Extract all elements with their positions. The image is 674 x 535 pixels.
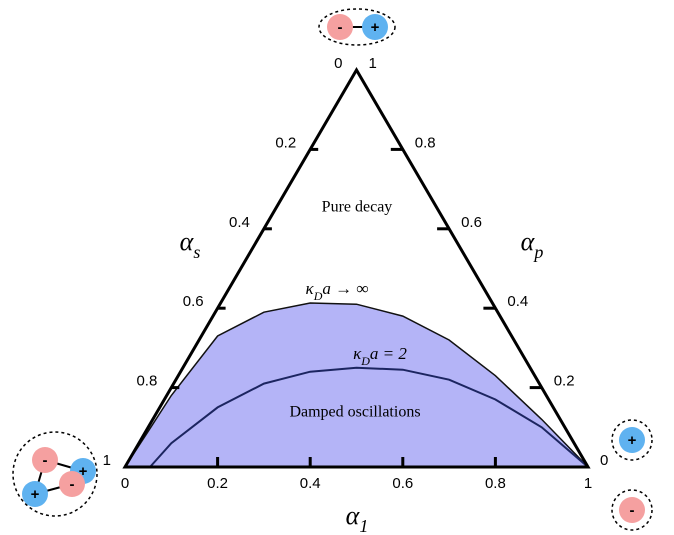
tick-label: 0.8 [136,373,157,390]
triangle [122,67,591,469]
charge-sign: - [630,502,635,519]
tick-label: 0 [334,55,342,72]
charge-sign: + [628,432,637,449]
region-area [124,302,589,468]
curve-label: κDa = 2 [353,344,407,368]
right-axis-label: αp [521,227,544,262]
left-axis-label-part: s [193,242,200,262]
x-axis-label-part: α [346,501,361,530]
left-axis-label-part: α [180,227,195,256]
curve-label-part: κ [306,279,315,298]
tick-label: 0.6 [183,293,204,310]
tick-label: 0.2 [275,134,296,151]
tick-label: 0.4 [300,475,321,492]
icon-border [12,431,98,517]
charge-sign: + [31,486,40,503]
tick-label: 0 [600,452,608,469]
charge-sign: + [371,19,380,36]
tick-label: 0.4 [507,293,528,310]
charge [619,497,645,523]
tick-label: 0.8 [415,134,436,151]
charge-sign: - [70,476,75,493]
tick-label: 0.6 [461,214,482,231]
tick-label: 0.4 [229,214,250,231]
tick-label: 0.2 [554,373,575,390]
region-label: Pure decay [322,199,393,216]
right-axis-label-part: p [532,242,543,262]
icon-border [318,8,396,46]
tick-label: 1 [103,452,111,469]
left-axis-label: αs [180,227,201,262]
charge [59,471,85,497]
curve [149,366,589,468]
x-axis-label: α1 [346,501,369,535]
tick-label: 0.8 [485,475,506,492]
curve-label-part: D [313,289,323,303]
tick-label: 0.6 [392,475,413,492]
curve-label-part: D [360,354,370,368]
charge-sign: + [79,463,88,480]
curve-label-part: κ [353,344,362,363]
icon-border [611,489,653,531]
charge [22,481,48,507]
charge-sign: - [43,452,48,469]
tick-label: 0 [121,475,129,492]
tick-label: 1 [369,55,377,72]
tick-label: 1 [584,475,592,492]
right-axis-label-part: α [521,227,536,256]
curve-label-part: a = 2 [370,344,407,363]
region-label: Damped oscillations [289,404,420,421]
x-axis-label-part: 1 [359,516,368,535]
icon-border [611,419,653,461]
charge [327,14,353,40]
charge-sign: - [338,19,343,36]
curve-label-part: a → ∞ [322,279,368,298]
tick-label: 0.2 [207,475,228,492]
charge [32,447,58,473]
charge [362,14,388,40]
charge [619,427,645,453]
curve-label: κDa → ∞ [306,279,369,303]
